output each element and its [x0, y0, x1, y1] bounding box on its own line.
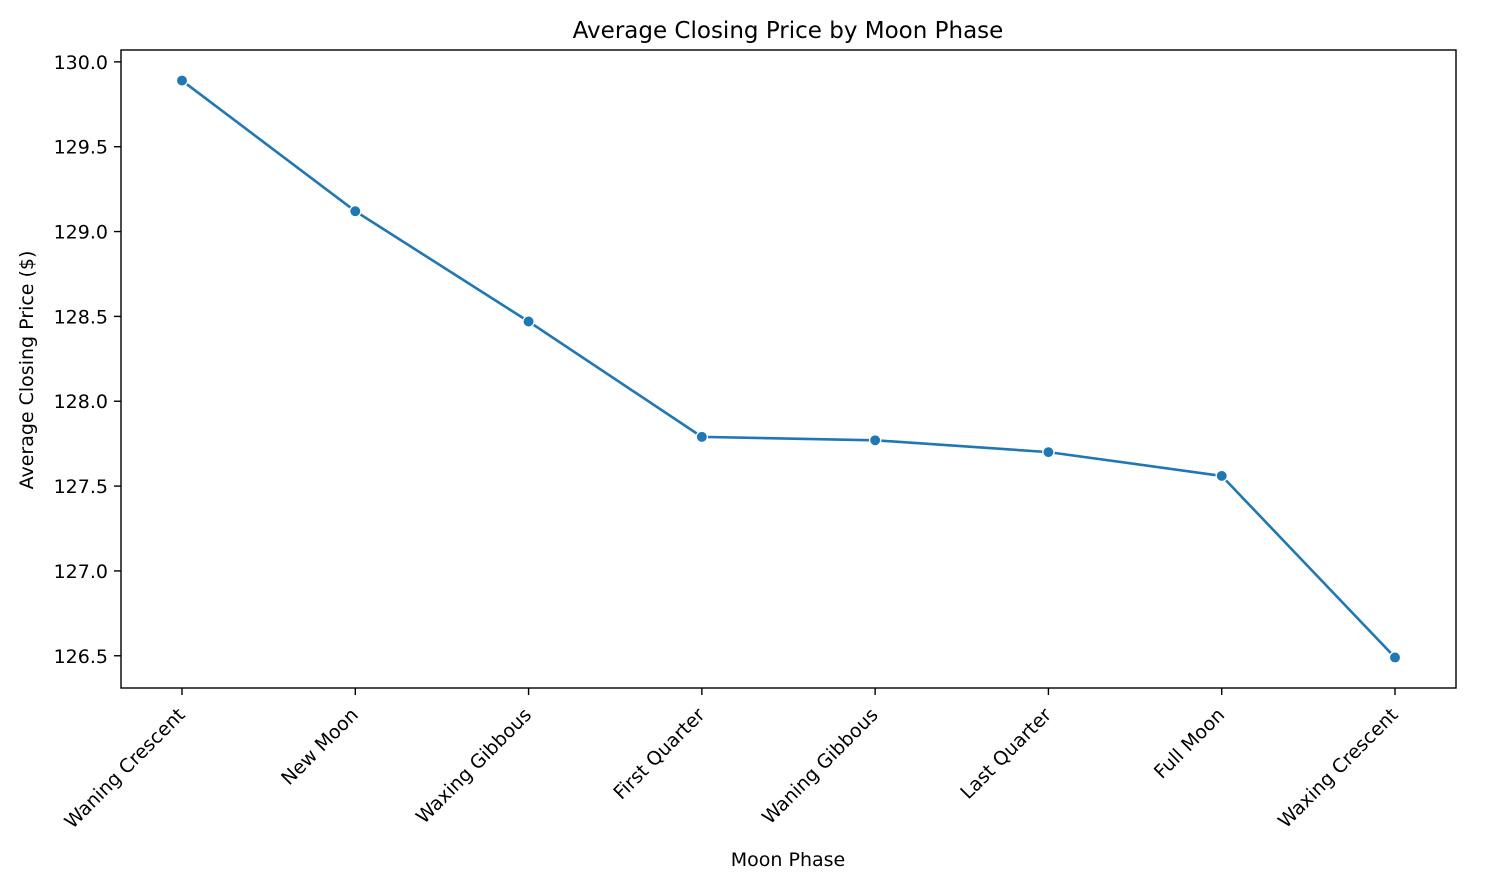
data-point: [1388, 651, 1402, 664]
data-point: [1042, 445, 1055, 459]
data-point: [868, 434, 882, 447]
data-point: [695, 430, 709, 444]
data-point: [1215, 469, 1228, 483]
y-axis: 126.5 127.0 127.5 128.0 128.5 129.0 129.5 130.0: [54, 52, 121, 668]
y-tick-label: 128.0: [54, 391, 108, 413]
y-axis-title: Average Closing Price ($): [16, 251, 38, 490]
y-tick-label: 127.5: [54, 476, 108, 498]
plot-area: [175, 74, 1402, 664]
y-tick-label: 130.0: [54, 52, 108, 74]
data-point: [349, 204, 362, 218]
y-tick-label: 126.5: [54, 646, 108, 668]
data-point: [175, 74, 189, 87]
y-tick-label: 127.0: [54, 561, 108, 583]
y-tick-label: 128.5: [54, 306, 108, 328]
y-tick-label: 129.5: [54, 137, 108, 159]
chart-title: Average Closing Price by Moon Phase: [573, 18, 1004, 44]
data-point: [522, 315, 535, 328]
x-axis-title: Moon Phase: [731, 849, 845, 871]
series-line: [180, 79, 1397, 659]
axes-frame: [120, 49, 1457, 689]
y-tick-label: 129.0: [54, 222, 108, 244]
